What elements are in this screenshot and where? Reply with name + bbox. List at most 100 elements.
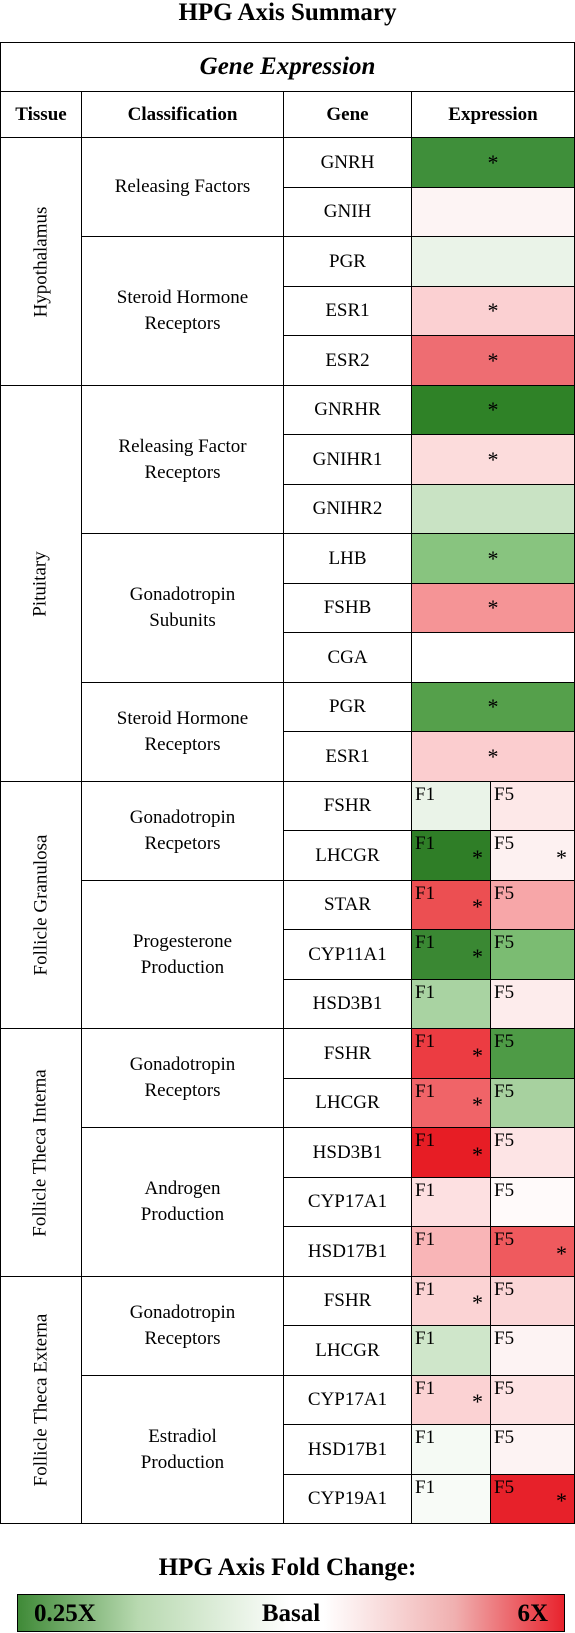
expression-cell: F1 F5 <box>411 1325 575 1376</box>
gene-cell: GNIHR2 <box>283 484 412 534</box>
expression-cell: F1 * F5 <box>411 880 575 930</box>
classification-line: Recpetors <box>144 833 221 854</box>
gene-cell: HSD17B1 <box>283 1424 412 1475</box>
gene-name: HSD17B1 <box>307 1240 388 1262</box>
follicle-label: F1 <box>415 1180 436 1201</box>
classification-cell: Steroid Hormone Receptors <box>81 236 284 386</box>
gene-name: HSD3B1 <box>312 993 383 1014</box>
follicle-f1-cell: F1 * <box>412 1079 491 1127</box>
expression-cell: F1 * F5 <box>411 1127 575 1178</box>
significance-star: * <box>487 743 499 769</box>
gene-name: ESR1 <box>325 300 370 321</box>
classification-line: Receptors <box>144 1080 221 1101</box>
gene-cell: GNRH <box>283 137 412 188</box>
legend-high-label: 6X <box>517 1600 548 1627</box>
classification-line: Receptors <box>144 734 221 755</box>
fold-change-color-bar: 0.25X Basal 6X <box>17 1594 565 1632</box>
follicle-f5-cell: F5 * <box>491 1227 574 1276</box>
gene-cell: GNRHR <box>283 385 412 435</box>
gene-cell: STAR <box>283 880 412 930</box>
expression-cell: * <box>411 731 575 782</box>
classification-line: Production <box>140 1204 225 1225</box>
gene-name: ESR1 <box>325 745 370 767</box>
classification-cell: Progesterone Production <box>81 880 284 1029</box>
column-header-gene: Gene <box>283 91 412 138</box>
gene-name: LHCGR <box>315 1092 380 1113</box>
significance-star: * <box>472 1092 483 1117</box>
gene-name: CYP19A1 <box>307 1488 388 1509</box>
column-header-tissue: Tissue <box>0 91 82 138</box>
follicle-label: F5 <box>494 982 515 1003</box>
follicle-f5-cell: F5 <box>491 980 574 1028</box>
column-header-classification: Classification <box>81 91 284 138</box>
expression-cell: F1 * F5 <box>411 1375 575 1425</box>
gene-cell: PGR <box>283 236 412 287</box>
gene-cell: CYP17A1 <box>283 1177 412 1227</box>
gene-cell: FSHB <box>283 583 412 633</box>
gene-name: CYP17A1 <box>307 1389 388 1410</box>
classification-line: Estradiol <box>148 1425 217 1447</box>
classification-line: Androgen <box>144 1178 221 1199</box>
gene-name: LHCGR <box>315 844 380 866</box>
follicle-f5-cell: F5 <box>491 782 574 830</box>
expression-cell: F1 F5 <box>411 1424 575 1475</box>
follicle-label: F5 <box>494 1180 515 1201</box>
follicle-label: F1 <box>415 982 436 1003</box>
gene-name: GNIHR1 <box>312 448 383 470</box>
legend-title: HPG Axis Fold Change: <box>158 1554 417 1581</box>
classification-cell: Androgen Production <box>81 1127 284 1277</box>
expression-cell: * <box>411 286 575 336</box>
follicle-label: F5 <box>494 883 515 904</box>
tissue-label: Follicle Theca Interna <box>30 1068 52 1237</box>
gene-cell: CYP17A1 <box>283 1375 412 1425</box>
classification-line: Receptors <box>144 461 221 483</box>
gene-cell: FSHR <box>283 781 412 831</box>
classification-line: Production <box>140 1451 225 1473</box>
follicle-f5-cell: F5 <box>491 1277 574 1325</box>
classification-line: Releasing Factors <box>114 176 251 197</box>
follicle-label: F1 <box>415 1477 436 1498</box>
significance-star: * <box>556 1488 567 1513</box>
gene-name: PGR <box>329 696 366 717</box>
classification-line: Receptors <box>144 313 221 334</box>
expression-cell: F1 * F5 * <box>411 830 575 881</box>
follicle-label: F1 <box>415 1328 436 1349</box>
follicle-f1-cell: F1 * <box>412 1277 491 1325</box>
classification-label: Releasing Factors <box>115 174 251 200</box>
expression-cell: * <box>411 335 575 386</box>
follicle-label: F1 <box>415 1279 436 1300</box>
gene-cell: HSD3B1 <box>283 1127 412 1178</box>
gene-cell: PGR <box>283 682 412 732</box>
follicle-f1-cell: F1 * <box>412 831 491 880</box>
gene-name: HSD3B1 <box>312 1141 383 1163</box>
classification-label: Releasing Factor Receptors <box>118 434 246 486</box>
classification-label: Steroid Hormone Receptors <box>117 285 248 337</box>
follicle-f5-cell: F5 <box>491 1128 574 1177</box>
classification-cell: Estradiol Production <box>81 1375 284 1524</box>
follicle-f1-cell: F1 * <box>412 1128 491 1177</box>
gene-cell: ESR1 <box>283 731 412 782</box>
gene-cell: LHB <box>283 533 412 584</box>
classification-label: Gonadotropin Subunits <box>130 582 236 634</box>
significance-star: * <box>487 595 499 620</box>
follicle-label: F5 <box>494 1031 515 1052</box>
tissue-label: Follicle Granulosa <box>30 834 52 976</box>
follicle-f1-cell: F1 * <box>412 881 491 929</box>
follicle-label: F5 <box>494 784 515 805</box>
gene-cell: ESR1 <box>283 286 412 336</box>
follicle-label: F1 <box>415 932 436 953</box>
gene-cell: HSD3B1 <box>283 979 412 1029</box>
follicle-label: F5 <box>494 1130 515 1151</box>
classification-line: Gonadotropin <box>129 1302 236 1323</box>
figure-title: HPG Axis Summary <box>178 0 397 26</box>
follicle-f5-cell: F5 * <box>491 1475 574 1523</box>
gene-name: FSHR <box>323 1042 372 1064</box>
classification-line: Steroid Hormone <box>116 287 249 308</box>
classification-line: Steroid Hormone <box>116 708 249 729</box>
gene-cell: LHCGR <box>283 1325 412 1376</box>
classification-cell: Gonadotropin Receptors <box>81 1276 284 1376</box>
gene-expression-header: Gene Expression <box>0 42 575 92</box>
tissue-label: Pituitary <box>29 550 51 617</box>
gene-cell: LHCGR <box>283 1078 412 1128</box>
